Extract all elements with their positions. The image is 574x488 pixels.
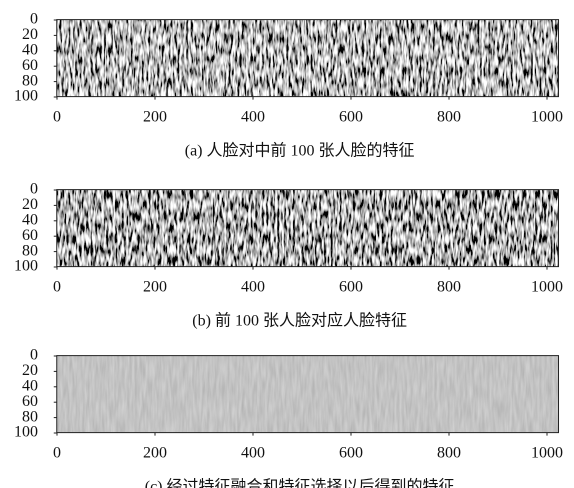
y-tick-label: 100 <box>14 258 38 275</box>
heatmap-image <box>57 20 559 97</box>
y-tick-label: 100 <box>14 424 38 441</box>
heatmap-image <box>57 356 559 433</box>
x-tick-label: 0 <box>53 109 61 126</box>
x-tick-label: 600 <box>339 445 363 462</box>
x-tick-label: 800 <box>437 279 461 296</box>
x-tick-label: 200 <box>143 279 167 296</box>
heatmap-image <box>57 190 559 267</box>
x-tick-label: 0 <box>53 279 61 296</box>
x-tick-label: 800 <box>437 445 461 462</box>
x-tick-label: 600 <box>339 109 363 126</box>
x-tick-label: 1000 <box>531 445 563 462</box>
x-tick-label: 0 <box>53 445 61 462</box>
figure: 02040608010002004006008001000(a) 人脸对中前 1… <box>0 0 574 488</box>
x-tick-label: 800 <box>437 109 461 126</box>
caption: (a) 人脸对中前 100 张人脸的特征 <box>185 142 415 160</box>
x-tick-label: 1000 <box>531 109 563 126</box>
x-tick-label: 400 <box>241 109 265 126</box>
x-tick-label: 600 <box>339 279 363 296</box>
x-tick-label: 1000 <box>531 279 563 296</box>
x-tick-label: 200 <box>143 109 167 126</box>
x-tick-label: 400 <box>241 445 265 462</box>
x-tick-label: 200 <box>143 445 167 462</box>
x-tick-label: 400 <box>241 279 265 296</box>
y-tick-label: 100 <box>14 88 38 105</box>
caption: (c) 经过特征融合和特征选择以后得到的特征 <box>145 478 455 488</box>
caption: (b) 前 100 张人脸对应人脸特征 <box>192 311 407 330</box>
